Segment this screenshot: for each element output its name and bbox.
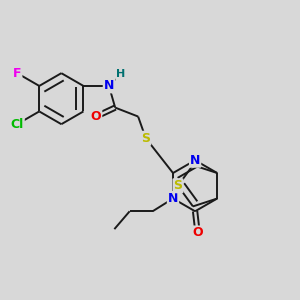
Text: N: N: [190, 154, 200, 167]
Text: S: S: [173, 179, 182, 192]
Text: O: O: [192, 226, 203, 239]
Text: H: H: [116, 69, 125, 79]
Text: N: N: [168, 192, 178, 205]
Text: S: S: [141, 132, 150, 145]
Text: O: O: [91, 110, 101, 123]
Text: F: F: [13, 67, 21, 80]
Text: Cl: Cl: [11, 118, 24, 131]
Text: N: N: [104, 80, 114, 92]
